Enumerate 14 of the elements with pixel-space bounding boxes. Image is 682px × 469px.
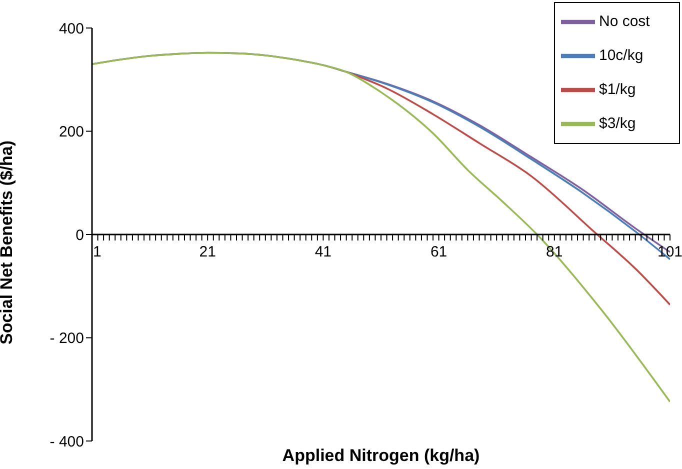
y-tick-label: 0 — [76, 226, 84, 244]
legend-label: 10c/kg — [599, 46, 644, 64]
x-tick-label: 61 — [430, 244, 448, 260]
y-tick-label: - 400 — [50, 433, 84, 450]
y-tick-label: 400 — [58, 20, 84, 38]
y-tick-label: - 200 — [50, 330, 84, 348]
x-axis-title: Applied Nitrogen (kg/ha) — [282, 446, 480, 465]
x-tick-label: 21 — [199, 244, 216, 260]
legend-label: $1/kg — [599, 80, 636, 98]
x-tick-label: 1 — [93, 244, 102, 260]
x-tick-label: 41 — [314, 244, 332, 260]
legend-label: No cost — [599, 12, 650, 30]
y-tick-label: 200 — [58, 124, 84, 141]
legend-label: $3/kg — [599, 114, 636, 132]
